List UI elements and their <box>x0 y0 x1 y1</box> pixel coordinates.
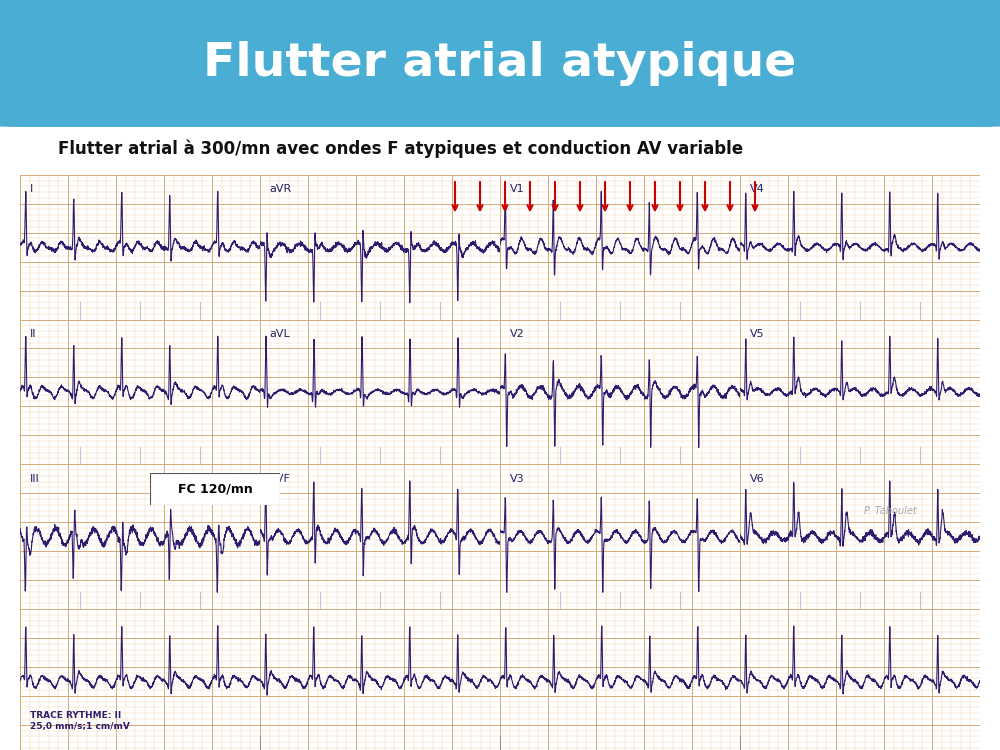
Text: Flutter atrial à 300/mn avec ondes F atypiques et conduction AV variable: Flutter atrial à 300/mn avec ondes F aty… <box>58 140 744 158</box>
Text: aVF: aVF <box>270 473 290 484</box>
Text: II: II <box>30 328 36 339</box>
Text: TRACE RYTHME: II
25,0 mm/s;1 cm/mV: TRACE RYTHME: II 25,0 mm/s;1 cm/mV <box>30 712 130 731</box>
Text: Flutter atrial atypique: Flutter atrial atypique <box>203 40 797 86</box>
Text: P. Taboulet: P. Taboulet <box>864 506 916 516</box>
Text: V6: V6 <box>750 473 764 484</box>
Text: V5: V5 <box>750 328 764 339</box>
Text: III: III <box>30 473 39 484</box>
Text: FC 120/mn: FC 120/mn <box>178 482 252 495</box>
Text: V3: V3 <box>510 473 524 484</box>
FancyBboxPatch shape <box>0 0 1000 127</box>
Text: V4: V4 <box>750 184 764 194</box>
Text: I: I <box>30 184 33 194</box>
Text: aVR: aVR <box>270 184 292 194</box>
Text: V1: V1 <box>510 184 524 194</box>
Text: aVL: aVL <box>270 328 290 339</box>
Text: V2: V2 <box>510 328 524 339</box>
